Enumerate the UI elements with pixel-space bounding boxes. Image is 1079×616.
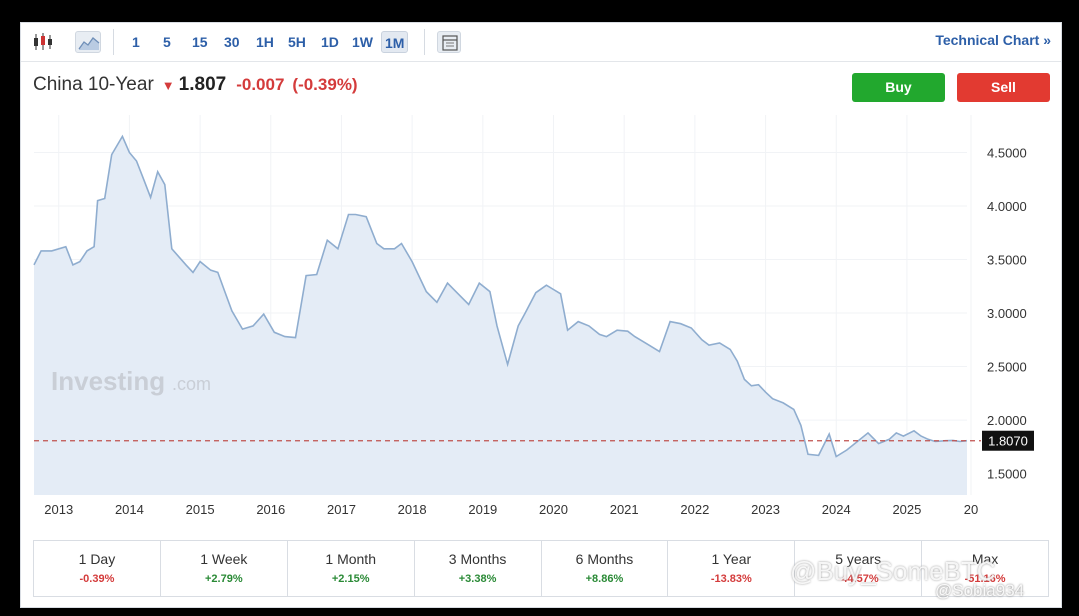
instrument-name: China 10-Year	[33, 74, 154, 95]
y-tick-label: 3.0000	[987, 306, 1027, 321]
x-tick-label: 2019	[468, 502, 497, 517]
chart-toolbar: 1 5 15 30 1H 5H 1D 1W 1M Technical Chart…	[21, 23, 1061, 62]
performance-cell[interactable]: 1 Week +2.79%	[161, 541, 288, 596]
investing-logo: Investing	[51, 366, 165, 396]
x-tick-label: 2023	[751, 502, 780, 517]
interval-1h[interactable]: 1H	[256, 34, 274, 50]
performance-period-value: -13.83%	[710, 573, 752, 585]
performance-cell[interactable]: 3 Months +3.38%	[415, 541, 542, 596]
technical-chart-link[interactable]: Technical Chart »	[935, 32, 1051, 48]
performance-cell[interactable]: Max -51.16%	[922, 541, 1048, 596]
y-tick-label: 4.0000	[987, 199, 1027, 214]
performance-cell[interactable]: 1 Month +2.15%	[288, 541, 415, 596]
x-tick-label: 2017	[327, 502, 356, 517]
y-tick-label: 4.5000	[987, 145, 1027, 160]
candlestick-chart-icon[interactable]	[31, 31, 55, 53]
price-change: -0.007	[236, 75, 285, 94]
table-view-icon[interactable]	[437, 31, 461, 53]
overlay-username: @Sobia934	[935, 581, 1025, 600]
investing-logo-suffix: .com	[172, 374, 211, 394]
down-arrow-icon: ▼	[161, 77, 175, 93]
x-tick-label: 2013	[44, 502, 73, 517]
interval-15[interactable]: 15	[192, 34, 208, 50]
performance-table: 1 Day -0.39% 1 Week +2.79% 1 Month +2.15% 3 Mo…	[33, 540, 1049, 597]
performance-period-label: 1 Day	[78, 551, 116, 567]
overlay-watermark: @Buy_SomeBTC	[790, 556, 996, 586]
sell-button[interactable]: Sell	[957, 73, 1050, 102]
price-area-fill	[34, 136, 967, 495]
performance-cell[interactable]: 1 Day -0.39%	[34, 541, 161, 596]
y-tick-label: 2.0000	[987, 413, 1027, 428]
performance-period-label: Max	[971, 551, 999, 567]
interval-1[interactable]: 1	[132, 34, 140, 50]
toolbar-divider	[424, 29, 425, 55]
x-tick-label: 2025	[892, 502, 921, 517]
performance-period-value: -44.57%	[837, 573, 879, 585]
y-tick-label: 1.5000	[987, 467, 1027, 482]
performance-period-label: 1 Month	[325, 551, 376, 567]
performance-period-value: -51.16%	[964, 573, 1006, 585]
x-tick-label: 2015	[186, 502, 215, 517]
interval-5[interactable]: 5	[163, 34, 171, 50]
x-tick-label: 2021	[610, 502, 639, 517]
y-tick-label: 3.5000	[987, 253, 1027, 268]
toolbar-divider	[113, 29, 114, 55]
price-line	[33, 134, 968, 458]
current-price-label: 1.8070	[988, 434, 1028, 449]
x-tick-label: 2020	[539, 502, 568, 517]
interval-5h[interactable]: 5H	[288, 34, 306, 50]
performance-period-value: +3.38%	[458, 573, 497, 585]
x-tick-label: 2024	[822, 502, 851, 517]
performance-period-label: 3 Months	[448, 551, 507, 567]
performance-period-label: 6 Months	[575, 551, 634, 567]
interval-1m[interactable]: 1M	[381, 31, 409, 53]
instrument-header: China 10-Year ▼ 1.807 -0.007 (-0.39%)	[33, 73, 358, 97]
x-tick-label: 2022	[680, 502, 709, 517]
current-price-badge	[982, 430, 1034, 451]
chart-panel: 1 5 15 30 1H 5H 1D 1W 1M Technical Chart…	[20, 22, 1062, 608]
x-tick-label: 20	[964, 502, 978, 517]
x-tick-label: 2016	[256, 502, 285, 517]
performance-period-label: 1 Year	[711, 551, 752, 567]
interval-1d[interactable]: 1D	[321, 34, 339, 50]
x-tick-label: 2018	[398, 502, 427, 517]
interval-30[interactable]: 30	[224, 34, 240, 50]
performance-period-value: +8.86%	[585, 573, 624, 585]
buy-button[interactable]: Buy	[852, 73, 945, 102]
x-tick-label: 2014	[115, 502, 144, 517]
price-change-percent: (-0.39%)	[292, 75, 358, 94]
performance-period-label: 5 years	[835, 551, 882, 567]
area-chart-icon[interactable]	[75, 31, 101, 53]
price-chart: Investing .com 1.8070 4.5000 4.0000 3.5000 3.0…	[33, 115, 1034, 517]
instrument-price: 1.807	[178, 74, 227, 95]
performance-cell[interactable]: 6 Months +8.86%	[542, 541, 669, 596]
performance-cell[interactable]: 5 years -44.57%	[795, 541, 923, 596]
performance-period-value: +2.15%	[331, 573, 370, 585]
performance-period-label: 1 Week	[200, 551, 248, 567]
performance-cell[interactable]: 1 Year -13.83%	[668, 541, 796, 596]
performance-period-value: -0.39%	[79, 573, 115, 585]
interval-1w[interactable]: 1W	[352, 34, 373, 50]
y-tick-label: 2.5000	[987, 360, 1027, 375]
performance-period-value: +2.79%	[205, 573, 243, 585]
